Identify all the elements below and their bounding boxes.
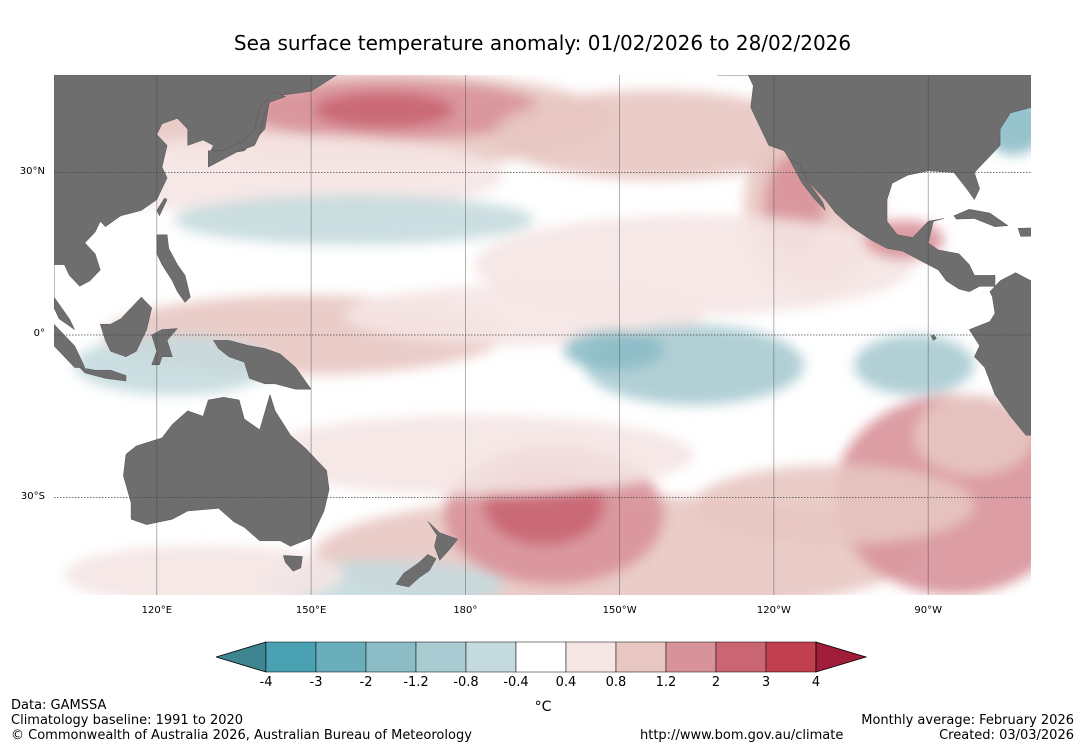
anomaly-southern-ocean-pale [64,545,344,595]
colorbar-segment [415,641,467,673]
anomaly-indonesia-cool [74,335,274,395]
colorbar-segment [765,641,817,673]
lat-label: 30°S [20,490,45,502]
copyright-text: © Commonwealth of Australia 2026, Austra… [11,728,472,743]
colorbar-segment [715,641,767,673]
south-america-landmass [968,272,1031,436]
colorbar-tick-label: -3 [309,675,323,690]
colorbar-segment [365,641,417,673]
colorbar-tick-label: 0.4 [555,675,577,690]
colorbar-segment [265,641,317,673]
new-guinea-island [212,340,312,390]
philippines-islands [156,234,191,303]
bom-climate-link[interactable]: http://www.bom.gov.au/climate [640,728,844,743]
baseline-text: Climatology baseline: 1991 to 2020 [11,713,244,728]
colorbar-extend-low [216,641,267,673]
colorbar-tick-label: 0.8 [605,675,627,690]
anomaly-north-central-warm [494,90,814,180]
lon-label: 120°E [141,605,173,616]
hispaniola-island [1017,227,1031,237]
lon-label: 150°E [295,605,327,616]
land-mass [54,75,1031,588]
colorbar-tick-label: 3 [761,675,771,690]
baja-california [788,158,826,211]
colorbar-tick-label: -0.4 [503,675,529,690]
lat-label: 0° [33,328,45,339]
japan-island [208,90,287,168]
colorbar-segment [465,641,517,673]
colorbar-extend-high [815,641,868,673]
anomaly-equatorial-cool-core [564,330,664,370]
lon-label: 150°W [602,605,637,616]
colorbar-segment [315,641,367,673]
colorbar-segment [665,641,717,673]
anomaly-subtropic-cool [174,195,534,245]
anomaly-north-pale [64,135,504,215]
period-text: Monthly average: February 2026 [861,713,1074,728]
map-title: Sea surface temperature anomaly: 01/02/2… [233,31,852,55]
colorbar-tick-label: 2 [711,675,721,690]
australia-landmass [123,393,330,547]
colorbar-unit: °C [534,699,552,715]
java-island [78,367,127,382]
lon-label: 120°W [756,605,791,616]
tasmania-island [282,555,303,572]
galapagos-islands [930,334,937,341]
created-date-text: Created: 03/03/2026 [939,728,1074,743]
colorbar-tick-label: -1.2 [403,675,429,690]
colorbar-tick-label: -2 [359,675,373,690]
colorbar-segment [565,641,617,673]
nz-south-island [395,554,437,588]
colorbar-tick-label: -4 [259,675,273,690]
anomaly-south-east-band [694,465,974,545]
colorbar [216,641,868,673]
anomaly-south-pale [254,415,694,495]
colorbar-tick-label: 4 [811,675,821,690]
anomaly-east-cool [854,335,974,395]
borneo-island [99,296,152,357]
lat-label: 30°N [19,165,45,177]
taiwan-island [156,197,168,217]
data-source-text: Data: GAMSSA [11,698,107,713]
anomaly-northeast-pale [474,215,914,315]
cuba-island [953,209,1009,227]
colorbar-tick-label: -0.8 [453,675,479,690]
colorbar-segment [515,641,567,673]
anomaly-peru-warm [914,395,1031,475]
colorbar-segment [615,641,667,673]
lon-label: 90°W [914,605,942,616]
sst-anomaly-map [54,75,1031,595]
lon-label: 180° [453,605,478,616]
nz-north-island [427,521,459,561]
anomaly-field [64,75,1031,595]
graticule [54,75,1031,595]
anomaly-kuroshio-core [314,92,454,128]
colorbar-tick-label: 1.2 [655,675,677,690]
sulawesi-island [151,328,178,366]
